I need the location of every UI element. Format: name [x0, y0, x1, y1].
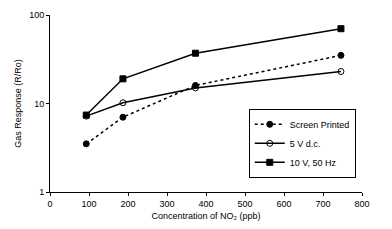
svg-text:400: 400	[198, 199, 213, 209]
svg-text:100: 100	[29, 10, 44, 20]
svg-text:300: 300	[159, 199, 174, 209]
svg-text:5 V d.c.: 5 V d.c.	[290, 139, 321, 149]
svg-text:10 V, 50 Hz: 10 V, 50 Hz	[290, 158, 337, 168]
svg-text:Concentration of NO₂ (ppb): Concentration of NO₂ (ppb)	[151, 211, 260, 221]
svg-text:Gas Response (R/Ro): Gas Response (R/Ro)	[13, 59, 23, 148]
svg-text:Screen Printed: Screen Printed	[290, 120, 350, 130]
svg-text:500: 500	[237, 199, 252, 209]
svg-text:700: 700	[315, 199, 330, 209]
svg-text:0: 0	[47, 199, 52, 209]
svg-text:10: 10	[34, 99, 44, 109]
svg-text:100: 100	[81, 199, 96, 209]
svg-text:600: 600	[276, 199, 291, 209]
svg-text:800: 800	[354, 199, 369, 209]
svg-text:1: 1	[39, 187, 44, 197]
svg-text:200: 200	[120, 199, 135, 209]
